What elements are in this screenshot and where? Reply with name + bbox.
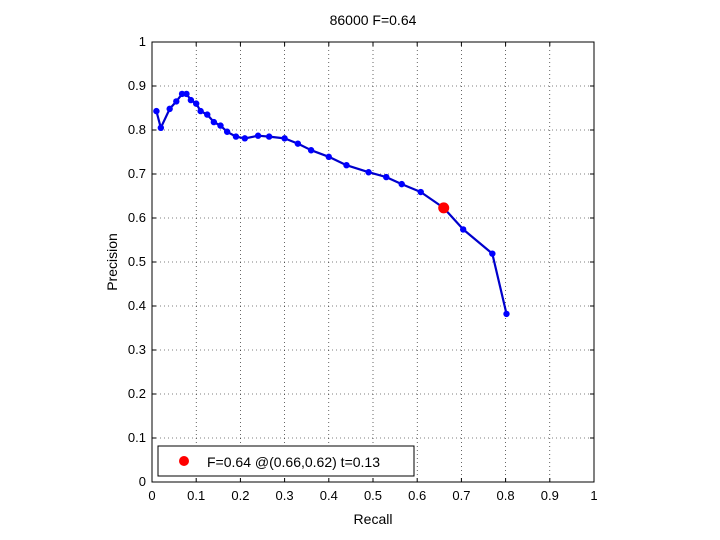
pr-curve-point [459, 226, 467, 233]
x-tick-label: 0 [148, 488, 155, 503]
pr-curve-point [383, 173, 390, 181]
y-tick-label: 0.5 [128, 254, 146, 269]
x-tick-label: 0.1 [187, 488, 205, 503]
pr-curve-point [307, 147, 315, 154]
pr-curve-point [489, 250, 496, 257]
best-f-point-group [438, 202, 450, 214]
pr-curve-point [157, 124, 165, 131]
pr-curve-point [187, 96, 195, 104]
y-tick-label: 0.6 [128, 210, 146, 225]
pr-curve-point [153, 107, 160, 115]
chart-title: 86000 F=0.64 [330, 12, 417, 28]
x-tick-label: 1 [590, 488, 597, 503]
y-axis-label: Precision [104, 233, 120, 291]
pr-curve-point [193, 100, 200, 107]
pr-curve-series [153, 90, 510, 318]
pr-curve-point [281, 135, 288, 142]
x-tick-label: 0.7 [452, 488, 470, 503]
pr-curve-point [241, 135, 249, 142]
pr-curve-point [503, 310, 510, 318]
x-tick-label: 0.6 [408, 488, 426, 503]
pr-curve-point [197, 107, 204, 115]
y-axis-ticks: 0 0.1 0.2 0.3 0.4 0.5 0.6 0.7 0.8 0.9 1 [128, 34, 594, 489]
x-tick-label: 0.4 [320, 488, 338, 503]
y-tick-label: 0.7 [128, 166, 146, 181]
grid [152, 42, 594, 482]
x-tick-label: 0.8 [497, 488, 515, 503]
pr-curve-point [183, 90, 190, 98]
y-tick-label: 0 [139, 474, 146, 489]
pr-curve-point [223, 128, 231, 135]
x-axis-label: Recall [354, 511, 393, 527]
pr-curve-point [254, 132, 262, 139]
pr-curve-point [365, 169, 372, 176]
y-tick-label: 0.8 [128, 122, 146, 137]
best-f-point [438, 202, 450, 214]
pr-curve-point [294, 140, 302, 147]
x-tick-label: 0.3 [276, 488, 294, 503]
pr-curve-point [325, 153, 332, 161]
legend-marker [179, 456, 189, 466]
y-tick-label: 0.3 [128, 342, 146, 357]
pr-curve-point [173, 98, 180, 105]
x-axis-ticks: 0 0.1 0.2 0.3 0.4 0.5 0.6 0.7 0.8 0.9 1 [148, 42, 598, 503]
pr-curve-point [265, 133, 273, 140]
pr-curve-point [204, 111, 211, 118]
pr-curve-point [343, 162, 350, 169]
y-tick-label: 0.4 [128, 298, 146, 313]
x-tick-label: 0.2 [231, 488, 249, 503]
pr-curve-point [166, 105, 173, 113]
x-tick-label: 0.5 [364, 488, 382, 503]
legend-box [157, 445, 415, 477]
pr-curve-point [217, 122, 224, 129]
y-tick-label: 1 [139, 34, 146, 49]
pr-curve-point [398, 180, 405, 188]
pr-curve-point [417, 188, 424, 196]
pr-curve-point [178, 90, 186, 98]
y-tick-label: 0.1 [128, 430, 146, 445]
y-tick-label: 0.2 [128, 386, 146, 401]
pr-curve-point [232, 133, 240, 140]
legend-label: F=0.64 @(0.66,0.62) t=0.13 [207, 454, 380, 470]
y-tick-label: 0.9 [128, 78, 146, 93]
pr-curve-point [210, 118, 218, 126]
x-tick-label: 0.9 [541, 488, 559, 503]
legend: F=0.64 @(0.66,0.62) t=0.13 [157, 445, 415, 477]
